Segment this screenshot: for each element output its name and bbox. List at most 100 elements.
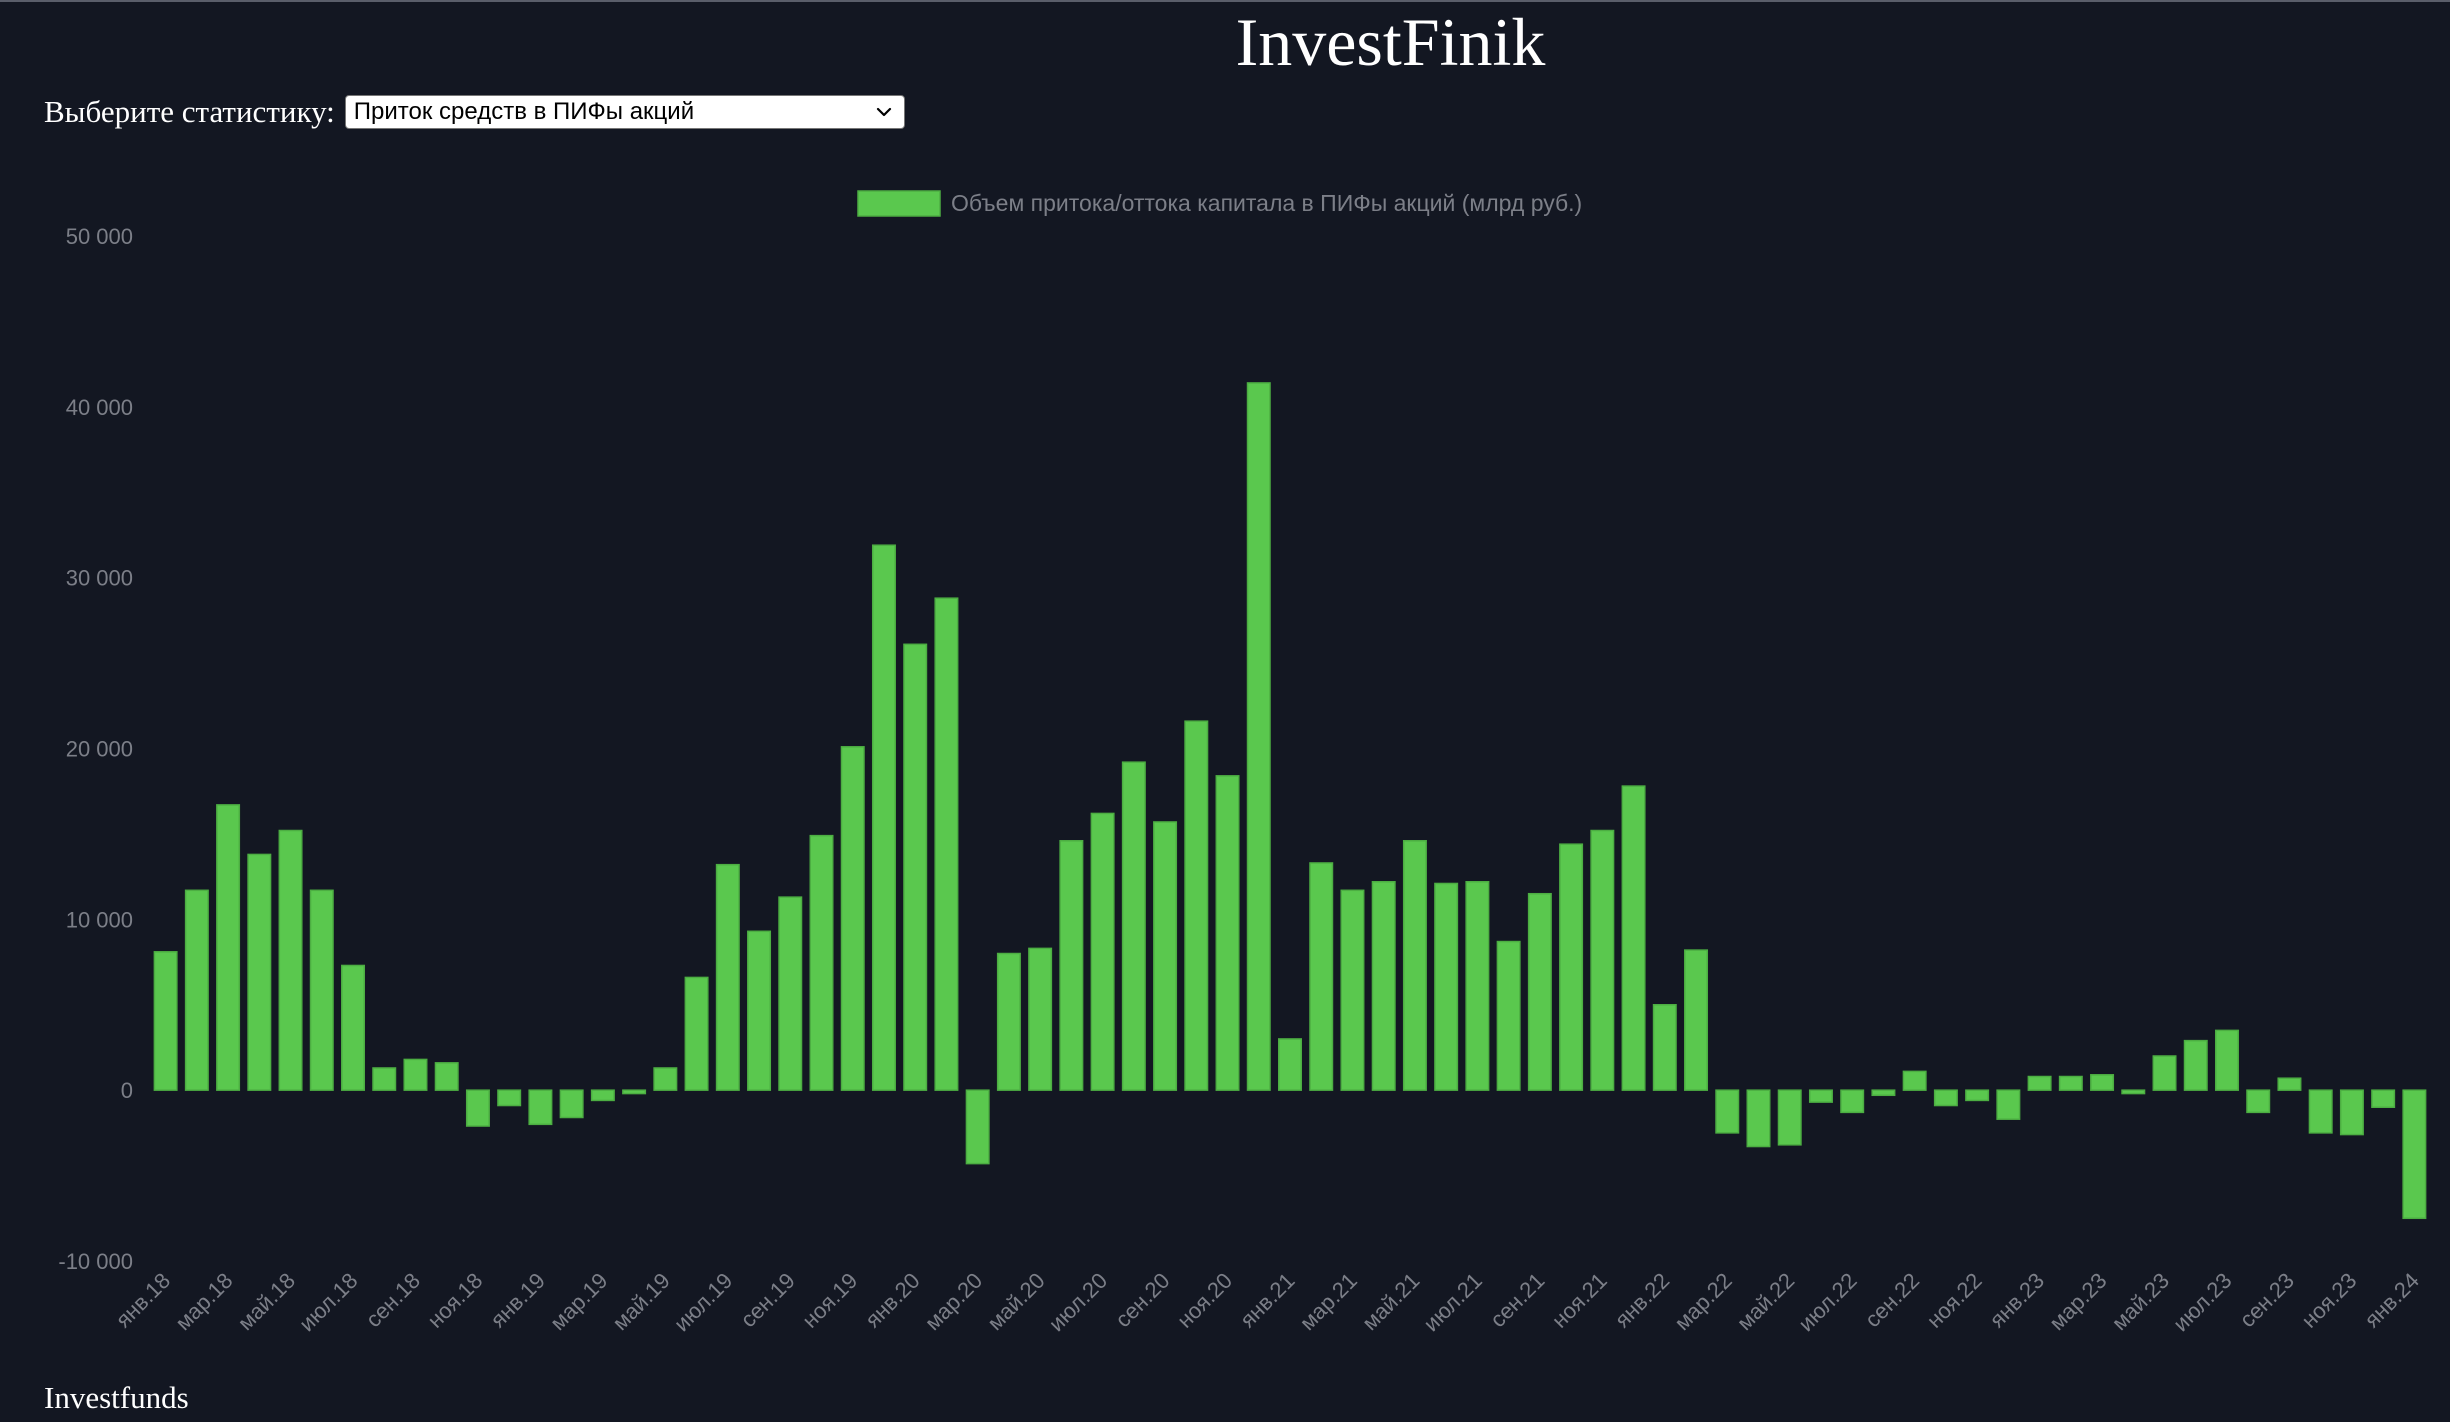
x-tick-label: май.23 bbox=[2107, 1268, 2174, 1335]
x-tick-label: май.20 bbox=[982, 1268, 1049, 1335]
statistic-select-value: Приток средств в ПИФы акций bbox=[353, 98, 695, 125]
bar bbox=[465, 1089, 490, 1127]
top-border bbox=[0, 0, 2450, 2]
y-tick-label: -10 000 bbox=[58, 1249, 133, 1274]
x-tick-label: янв.21 bbox=[1235, 1268, 1300, 1333]
bar bbox=[622, 1089, 647, 1095]
bar bbox=[2183, 1039, 2208, 1091]
x-tick-label: ноя.19 bbox=[797, 1268, 862, 1333]
bar bbox=[2214, 1029, 2239, 1091]
bar bbox=[1871, 1089, 1896, 1097]
statistic-selector-row: Выберите статистику: Приток средств в ПИ… bbox=[44, 92, 905, 132]
x-tick-label: сен.22 bbox=[1860, 1268, 1924, 1332]
y-tick-label: 20 000 bbox=[66, 737, 133, 762]
chevron-down-icon bbox=[876, 107, 891, 117]
x-tick-label: ноя.23 bbox=[2296, 1268, 2361, 1333]
bar bbox=[1933, 1089, 1958, 1107]
bar bbox=[1902, 1070, 1927, 1091]
bar bbox=[1465, 881, 1490, 1091]
bar bbox=[1340, 889, 1365, 1091]
bar bbox=[528, 1089, 553, 1126]
bar bbox=[1090, 812, 1115, 1091]
x-tick-label: сен.20 bbox=[1110, 1268, 1174, 1332]
bar bbox=[1840, 1089, 1865, 1114]
bar bbox=[341, 964, 366, 1091]
bar bbox=[1527, 892, 1552, 1091]
bar bbox=[2152, 1055, 2177, 1091]
x-tick-label: ноя.22 bbox=[1922, 1268, 1987, 1333]
x-tick-label: сен.18 bbox=[361, 1268, 425, 1332]
bar bbox=[590, 1089, 615, 1102]
bar bbox=[2277, 1077, 2302, 1091]
bar bbox=[403, 1058, 428, 1091]
bar bbox=[1590, 829, 1615, 1091]
x-tick-label: сен.23 bbox=[2235, 1268, 2299, 1332]
y-tick-label: 0 bbox=[121, 1078, 133, 1103]
bar bbox=[372, 1067, 397, 1091]
bar bbox=[2308, 1089, 2333, 1134]
bar bbox=[1028, 947, 1053, 1091]
x-tick-label: ноя.21 bbox=[1547, 1268, 1612, 1333]
x-tick-label: сен.21 bbox=[1485, 1268, 1549, 1332]
bar bbox=[965, 1089, 990, 1165]
legend-label: Объем притока/оттока капитала в ПИФы акц… bbox=[951, 190, 1582, 216]
bar bbox=[2121, 1089, 2146, 1095]
bar bbox=[2058, 1075, 2083, 1091]
legend-swatch bbox=[857, 190, 941, 217]
bar bbox=[2339, 1089, 2364, 1136]
bar bbox=[684, 976, 709, 1091]
bar bbox=[996, 952, 1021, 1091]
bar bbox=[1215, 775, 1240, 1091]
x-tick-label: янв.19 bbox=[485, 1268, 550, 1333]
bar bbox=[559, 1089, 584, 1119]
x-tick-label: мар.20 bbox=[920, 1268, 987, 1335]
bar bbox=[1965, 1089, 1990, 1102]
bar bbox=[2402, 1089, 2427, 1220]
bar bbox=[1402, 840, 1427, 1091]
x-tick-label: янв.18 bbox=[111, 1268, 176, 1333]
bar bbox=[2246, 1089, 2271, 1114]
x-tick-label: мар.18 bbox=[170, 1268, 237, 1335]
y-tick-label: 40 000 bbox=[66, 395, 133, 420]
bar bbox=[1684, 949, 1709, 1091]
bar bbox=[1153, 821, 1178, 1091]
statistic-select[interactable]: Приток средств в ПИФы акций bbox=[344, 95, 905, 129]
bar bbox=[1996, 1089, 2021, 1120]
bar bbox=[2371, 1089, 2396, 1108]
bar bbox=[1246, 382, 1271, 1091]
x-tick-label: янв.22 bbox=[1610, 1268, 1675, 1333]
footer-text: Investfunds bbox=[44, 1380, 189, 1415]
bar bbox=[653, 1067, 678, 1091]
y-tick-label: 10 000 bbox=[66, 907, 133, 932]
y-tick-label: 30 000 bbox=[66, 566, 133, 591]
bar bbox=[309, 889, 334, 1091]
x-tick-label: июл.23 bbox=[2168, 1268, 2236, 1336]
bar bbox=[840, 746, 865, 1091]
bar bbox=[1808, 1089, 1833, 1103]
bar bbox=[184, 889, 209, 1091]
x-tick-label: июл.20 bbox=[1044, 1268, 1112, 1336]
bar bbox=[934, 597, 959, 1091]
y-tick-label: 50 000 bbox=[66, 224, 133, 249]
x-tick-label: июл.21 bbox=[1419, 1268, 1487, 1336]
bar bbox=[809, 834, 834, 1091]
bar bbox=[747, 930, 772, 1091]
bar bbox=[2027, 1075, 2052, 1091]
x-tick-label: июл.19 bbox=[669, 1268, 737, 1336]
x-tick-label: ноя.20 bbox=[1172, 1268, 1237, 1333]
x-tick-label: июл.18 bbox=[294, 1268, 362, 1336]
bar bbox=[247, 853, 272, 1091]
x-tick-label: май.19 bbox=[608, 1268, 675, 1335]
bar bbox=[278, 829, 303, 1091]
bar bbox=[1559, 843, 1584, 1091]
bar bbox=[1652, 1004, 1677, 1091]
x-tick-label: ноя.18 bbox=[423, 1268, 488, 1333]
bar bbox=[1746, 1089, 1771, 1148]
x-tick-label: янв.23 bbox=[1985, 1268, 2050, 1333]
x-tick-label: мар.22 bbox=[1669, 1268, 1736, 1335]
bar bbox=[1184, 720, 1209, 1091]
bar bbox=[1309, 862, 1334, 1091]
bar bbox=[778, 896, 803, 1091]
bar bbox=[1278, 1038, 1302, 1091]
